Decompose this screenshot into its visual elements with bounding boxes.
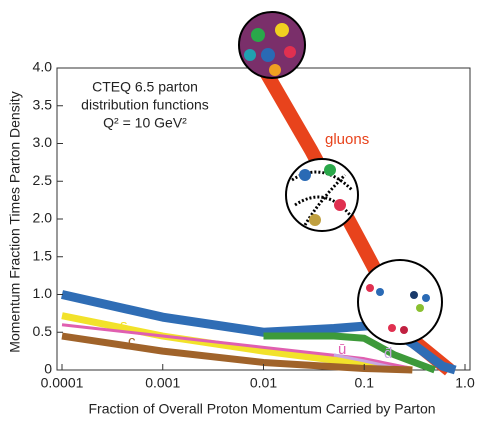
x-tick-label: 0.01 (250, 375, 277, 391)
series-label: gluons (325, 131, 369, 148)
x-tick-label: 1.0 (455, 375, 475, 391)
x-tick-label: 0.001 (145, 375, 180, 391)
annotation: CTEQ 6.5 parton (92, 79, 198, 95)
series-label: c (128, 333, 136, 350)
y-tick-label: 1.5 (33, 247, 53, 263)
x-tick-label: 0.0001 (41, 375, 84, 391)
y-tick-label: 0.5 (33, 323, 53, 339)
y-tick-label: 1.0 (33, 285, 53, 301)
y-tick-label: 3.5 (33, 96, 53, 112)
y-tick-label: 2.5 (33, 172, 53, 188)
x-axis-label: Fraction of Overall Proton Momentum Carr… (88, 401, 435, 417)
y-tick-label: 3.0 (33, 134, 53, 150)
y-axis-label: Momentum Fraction Times Parton Density (7, 91, 23, 352)
y-tick-label: 0 (44, 361, 52, 377)
annotation: Q² = 10 GeV² (103, 115, 187, 131)
y-tick-label: 2.0 (33, 210, 53, 226)
valence-illustration (358, 260, 442, 344)
quark-sea-illustration (286, 159, 358, 231)
y-tick-label: 4.0 (33, 59, 53, 75)
gluon-illustration (239, 12, 305, 78)
chart: CTEQ 6.5 parton distribution functions Q… (0, 0, 488, 421)
series-label: d̄ (384, 345, 392, 362)
x-tick-label: 0.1 (355, 375, 375, 391)
annotation: distribution functions (81, 97, 209, 113)
